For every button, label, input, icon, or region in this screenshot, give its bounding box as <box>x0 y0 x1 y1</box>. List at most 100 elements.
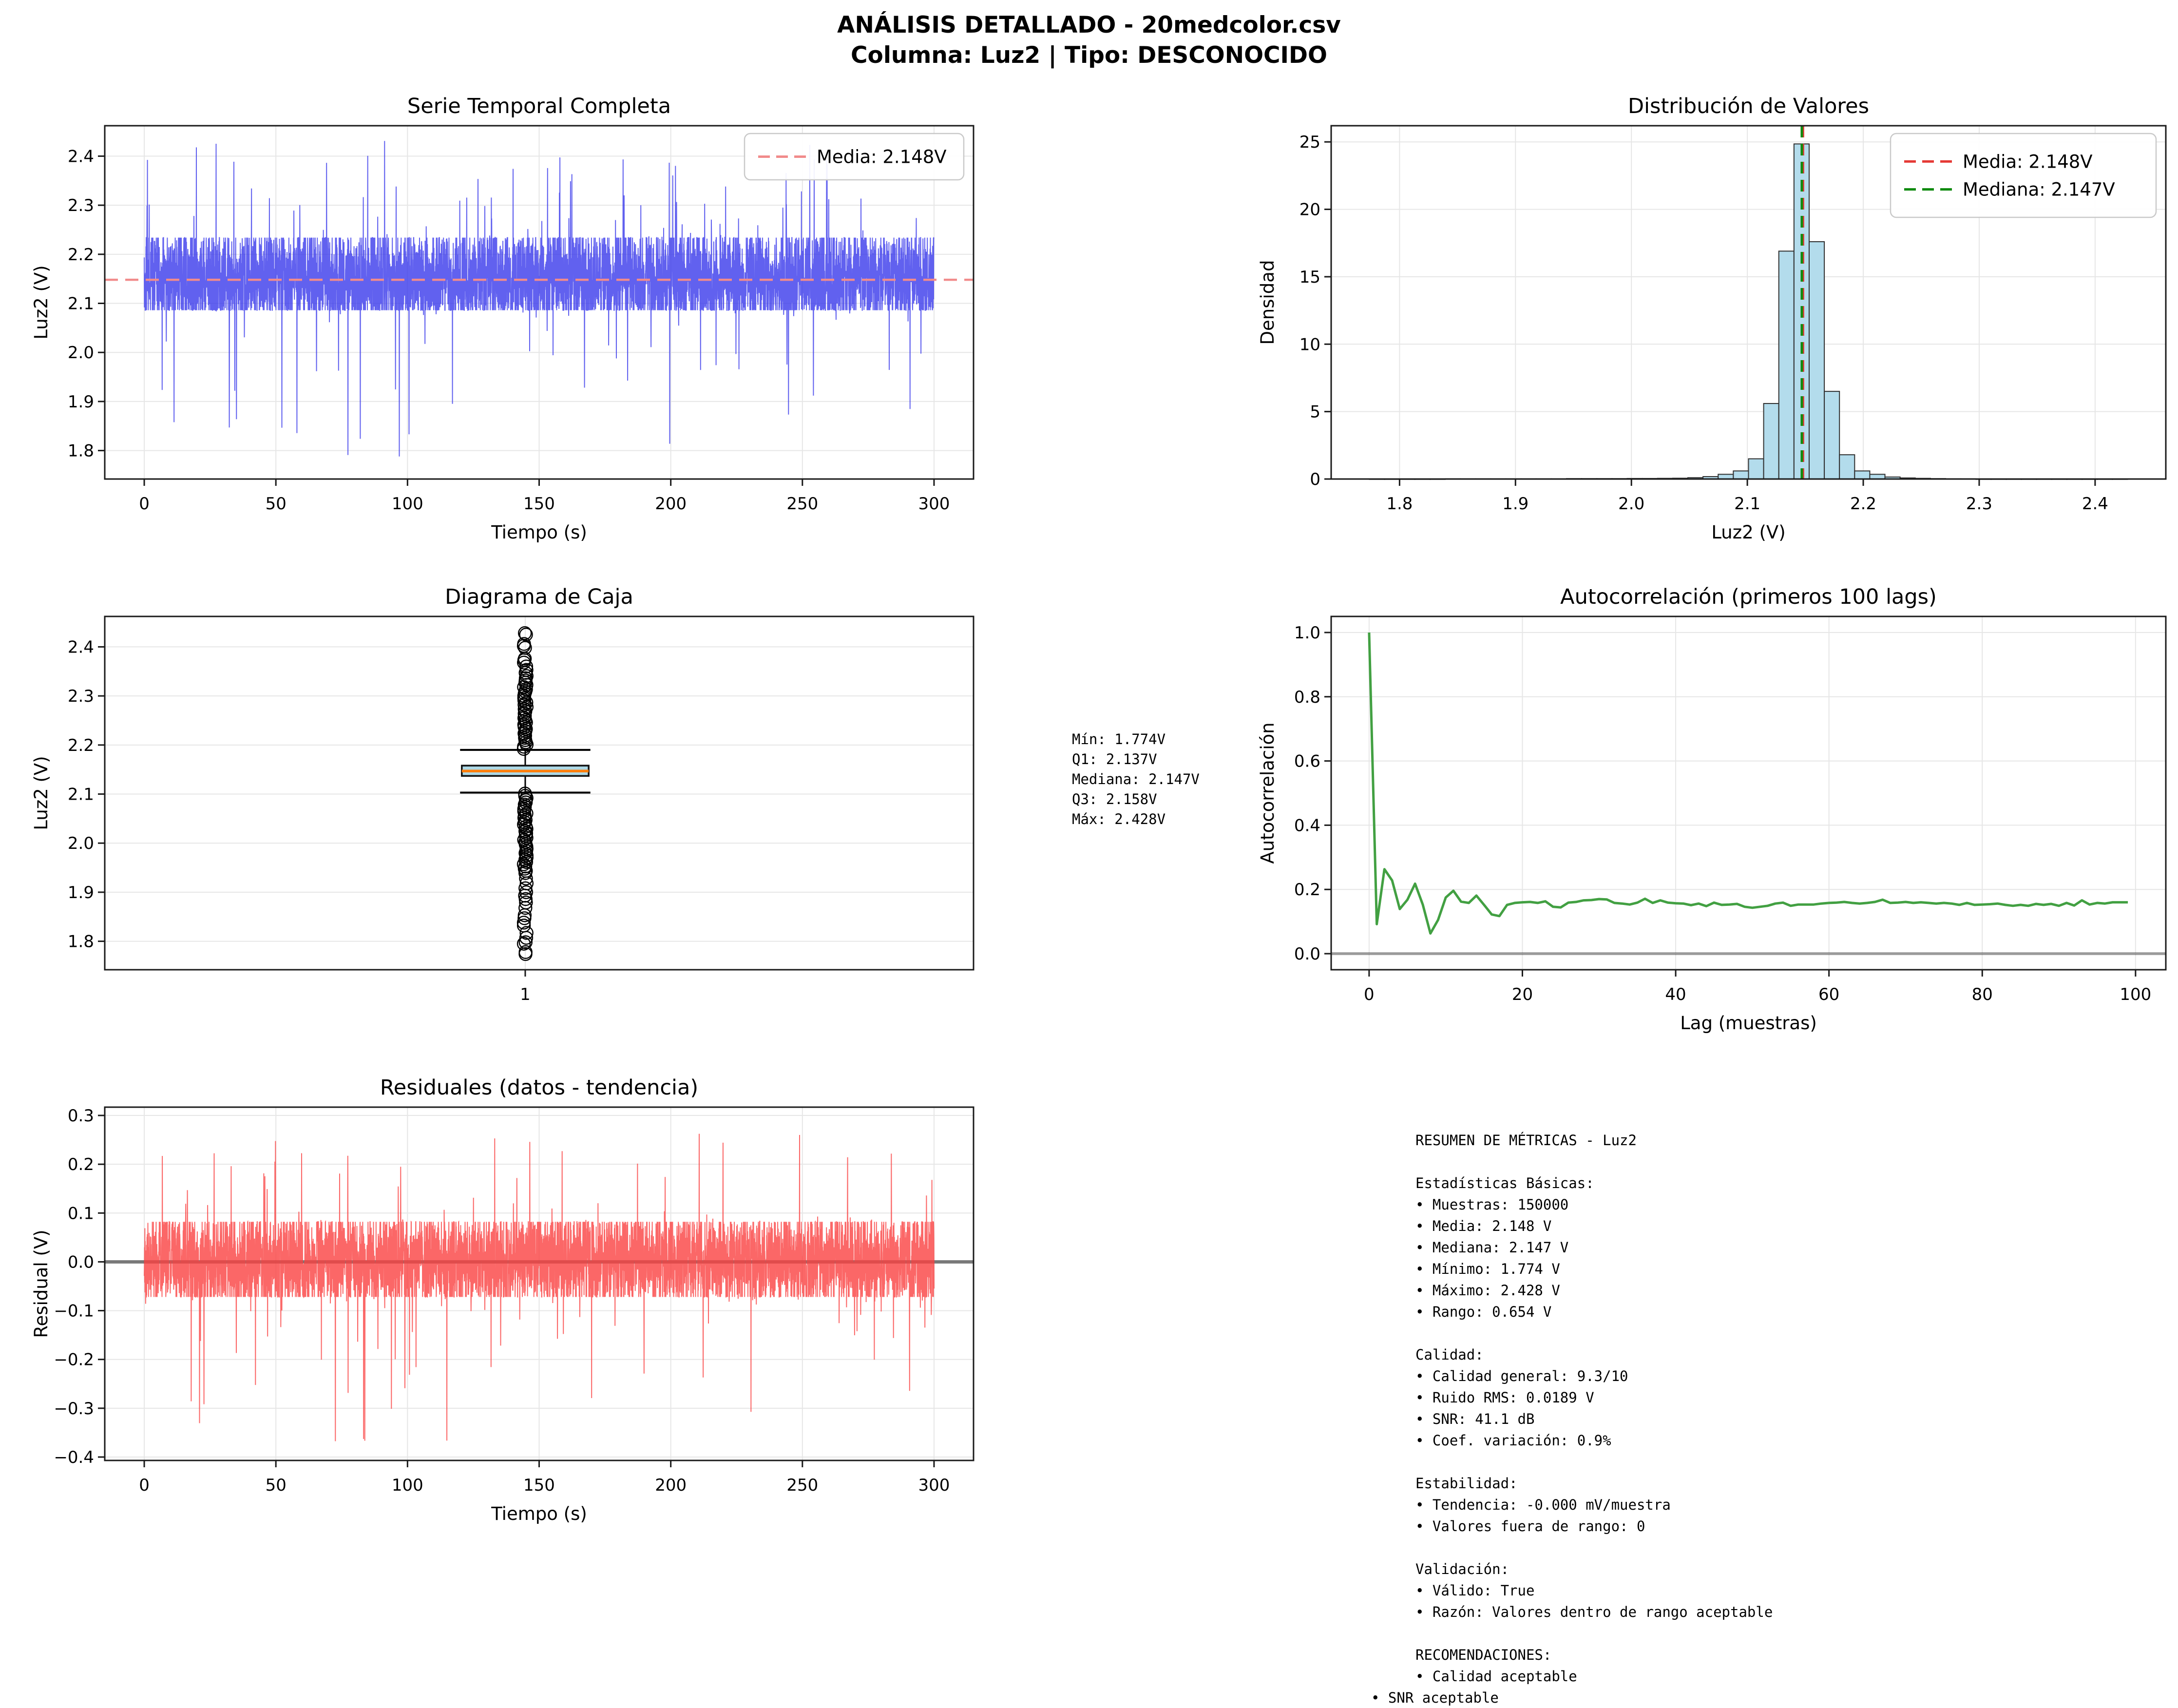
outlier-point <box>518 788 532 803</box>
y-tick-label: −0.2 <box>54 1350 94 1370</box>
x-tick-label: 100 <box>392 494 423 514</box>
x-tick-label: 1.8 <box>1386 494 1413 514</box>
outlier-point <box>519 682 533 696</box>
box-outliers <box>516 626 534 961</box>
outlier-point <box>518 892 533 906</box>
outlier-point <box>519 700 534 714</box>
y-tick-label: 2.2 <box>68 736 94 755</box>
metrics-line: • Rango: 0.654 V <box>1415 1304 1552 1320</box>
outlier-point <box>519 822 534 836</box>
x-axis-label: Tiempo (s) <box>491 522 587 543</box>
outlier-point <box>519 931 534 945</box>
histogram-bar <box>1854 470 1871 480</box>
outlier-point <box>519 628 533 642</box>
y-tick-label: 2.0 <box>68 834 94 853</box>
boxplot-stat-line: Q3: 2.158V <box>1072 791 1157 807</box>
x-tick-label: 200 <box>655 494 687 514</box>
outlier-point <box>519 850 534 865</box>
legend-label: Media: 2.148V <box>817 147 947 168</box>
outlier-point <box>517 698 532 712</box>
outlier-point <box>517 626 532 640</box>
metrics-line: • Media: 2.148 V <box>1415 1218 1552 1234</box>
acf-plot: 0 20 40 60 80 100 0.0 0.2 0.4 0.6 0.8 1.0 Autocorrel… <box>1257 585 2167 1034</box>
x-tick-label: 0 <box>139 494 150 514</box>
subplot-title: Autocorrelación (primeros 100 lags) <box>1560 585 1937 609</box>
subplot-title: Serie Temporal Completa <box>407 94 671 118</box>
y-tick-label: 0 <box>1310 470 1320 489</box>
outlier-point <box>519 663 534 677</box>
y-tick-label: 0.4 <box>1294 816 1320 835</box>
x-tick-label: 40 <box>1665 985 1686 1004</box>
x-tick-label: 2.3 <box>1966 494 1992 514</box>
outlier-point <box>519 871 533 885</box>
y-tick-label: 1.9 <box>68 883 94 902</box>
histogram-bar <box>1808 241 1825 480</box>
boxplot-stat-line: Q1: 2.137V <box>1072 751 1157 768</box>
x-tick-label: 200 <box>655 1476 687 1495</box>
metrics-line: • Coef. variación: 0.9% <box>1415 1432 1611 1449</box>
outlier-point <box>517 702 532 716</box>
histogram-bar <box>1839 454 1855 480</box>
boxplot-stat-line: Mín: 1.774V <box>1072 731 1166 748</box>
y-tick-label: 2.2 <box>68 245 94 265</box>
outlier-point <box>519 678 534 692</box>
metrics-line: • Tendencia: -0.000 mV/muestra <box>1415 1497 1671 1513</box>
y-tick-label: 2.3 <box>68 196 94 215</box>
x-tick-label: 1.9 <box>1502 494 1528 514</box>
outlier-point <box>517 637 531 651</box>
y-tick-label: 2.1 <box>68 785 94 805</box>
histogram-bar <box>1763 403 1779 480</box>
y-tick-label: −0.1 <box>54 1302 94 1321</box>
outlier-point <box>516 916 531 930</box>
x-tick-label: 300 <box>918 1476 950 1495</box>
y-tick-label: 0.2 <box>1294 880 1320 900</box>
boxplot-stat-line: Mediana: 2.147V <box>1072 771 1200 787</box>
outlier-point <box>516 937 531 951</box>
subplot-title: Residuales (datos - tendencia) <box>380 1075 698 1100</box>
x-tick-label: 2.1 <box>1734 494 1760 514</box>
outlier-point <box>516 857 531 871</box>
legend: Media: 2.148V Mediana: 2.147V <box>1890 133 2157 218</box>
ts-plot: 0 50 100 150 200 250 300 1.8 1.9 2.0 2.1 2.2 2.3 2.4 S… <box>31 94 974 543</box>
axes-frame <box>1330 125 2167 480</box>
y-tick-label: 1.8 <box>68 932 94 952</box>
metrics-line: RESUMEN DE MÉTRICAS - Luz2 <box>1415 1132 1637 1149</box>
boxplot-stats-text: Mín: 1.774V Q1: 2.137V Mediana: 2.147V Q3: … <box>1072 729 1200 829</box>
y-tick-label: 0.2 <box>68 1155 94 1174</box>
metrics-line: Validación: <box>1415 1561 1509 1577</box>
metrics-line: RECOMENDACIONES: <box>1415 1647 1552 1663</box>
x-tick-label: 80 <box>1972 985 1993 1004</box>
y-axis-label: Luz2 (V) <box>31 756 52 830</box>
legend: Media: 2.148V <box>744 133 965 181</box>
y-tick-label: 1.9 <box>68 392 94 412</box>
outlier-point <box>517 811 532 825</box>
y-tick-label: 0.6 <box>1294 752 1320 771</box>
metrics-line <box>1415 1151 1773 1172</box>
metrics-line: • Máximo: 2.428 V <box>1415 1282 1560 1299</box>
histogram-bar <box>1748 458 1764 480</box>
y-tick-label: 2.0 <box>68 343 94 363</box>
x-tick-label: 0 <box>139 1476 150 1495</box>
y-tick-label: 0.0 <box>68 1252 94 1272</box>
y-tick-label: 2.1 <box>68 294 94 314</box>
y-axis-label: Luz2 (V) <box>31 265 52 339</box>
subplot-title: Distribución de Valores <box>1628 94 1869 118</box>
metrics-line: • Razón: Valores dentro de rango aceptab… <box>1415 1604 1773 1620</box>
histogram-bar <box>1778 250 1795 480</box>
y-tick-label: 1.0 <box>1294 623 1320 643</box>
ts-series-line <box>144 141 935 457</box>
legend-label: Mediana: 2.147V <box>1963 179 2115 200</box>
acf-line <box>1368 632 2128 935</box>
x-tick-label: 50 <box>266 1476 287 1495</box>
x-tick-label: 100 <box>392 1476 423 1495</box>
metrics-line <box>1415 1623 1773 1644</box>
outlier-point <box>518 935 533 949</box>
outlier-point <box>518 947 533 961</box>
legend-box <box>744 133 965 181</box>
y-tick-label: 0.0 <box>1294 944 1320 964</box>
x-tick-label: 60 <box>1818 985 1839 1004</box>
x-axis-label: Lag (muestras) <box>1680 1013 1817 1034</box>
y-tick-label: 0.1 <box>68 1204 94 1223</box>
